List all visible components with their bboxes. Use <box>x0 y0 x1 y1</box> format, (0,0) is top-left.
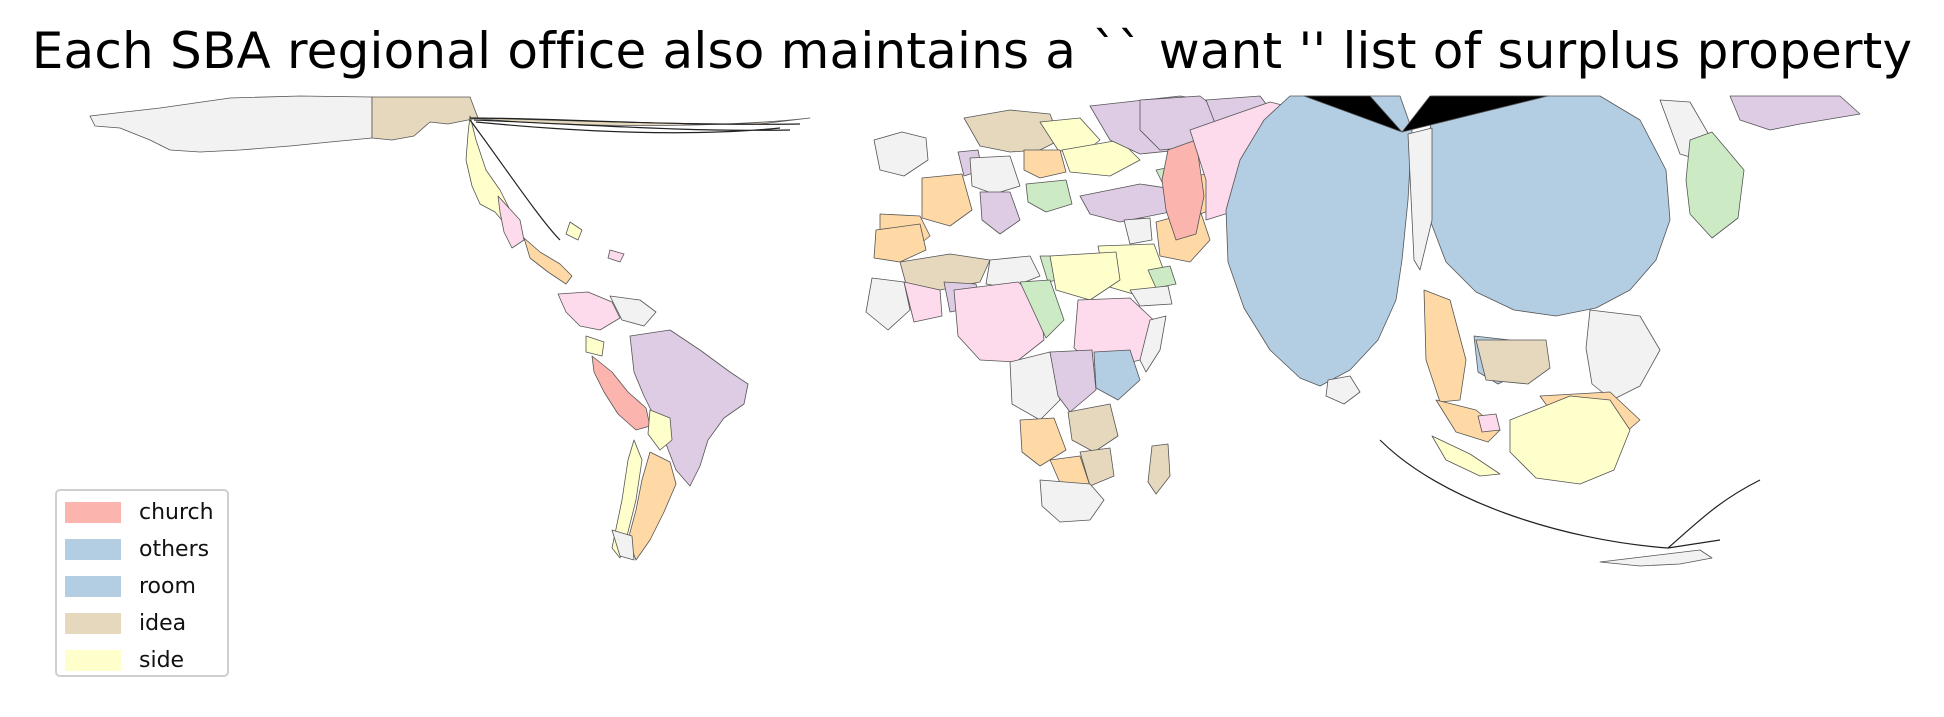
region-russia-far-east <box>1729 95 1861 131</box>
region-tibet <box>1407 127 1433 271</box>
region-yemen <box>1129 285 1173 307</box>
region-poland <box>1023 149 1067 179</box>
region-australia <box>1509 395 1631 485</box>
legend: church others room idea side <box>55 489 229 677</box>
region-italy <box>979 191 1021 235</box>
legend-swatch-side <box>65 649 121 671</box>
region-china-bubble <box>1427 95 1671 317</box>
region-germany <box>969 155 1021 195</box>
region-chile <box>611 439 643 559</box>
region-iraq <box>1123 217 1153 245</box>
region-south-africa <box>1039 479 1105 523</box>
region-tanzania <box>1067 403 1119 453</box>
americas-strands <box>469 119 561 241</box>
region-caribbean <box>565 221 583 241</box>
region-mali <box>903 281 943 323</box>
region-west-africa <box>865 277 911 331</box>
region-ukraine <box>1061 139 1141 177</box>
legend-label-room: room <box>139 573 196 599</box>
region-france <box>921 173 973 227</box>
legend-label-church: church <box>139 499 214 525</box>
region-bolivia <box>647 409 673 451</box>
region-somalia <box>1139 315 1167 373</box>
region-india-bubble <box>1225 95 1413 387</box>
legend-label-others: others <box>139 536 210 562</box>
oceania-strands <box>1379 439 1761 549</box>
region-central-america <box>523 237 573 285</box>
region-patagonia <box>611 529 635 561</box>
region-iceland <box>873 131 929 177</box>
region-sri-lanka <box>1325 375 1361 405</box>
region-vietnam <box>1475 339 1551 385</box>
region-alaska <box>89 95 373 153</box>
chart-title: Each SBA regional office also maintains … <box>31 22 1913 80</box>
region-sudan <box>1049 251 1121 301</box>
region-madagascar <box>1147 443 1171 495</box>
legend-swatch-others <box>65 538 121 560</box>
region-scandinavia <box>963 109 1061 153</box>
region-chad <box>1019 279 1065 339</box>
legend-label-idea: idea <box>139 610 187 636</box>
region-angola <box>1019 417 1067 467</box>
legend-label-side: side <box>139 647 185 673</box>
region-drc <box>1049 349 1097 413</box>
region-brazil <box>629 329 749 487</box>
region-spike-2 <box>1401 95 1549 133</box>
region-myanmar <box>1423 289 1467 403</box>
region-morocco <box>873 223 927 263</box>
region-kenya <box>1093 349 1141 401</box>
region-himalaya-spike <box>1303 95 1403 133</box>
region-japan <box>1685 131 1745 239</box>
legend-swatch-idea <box>65 612 121 634</box>
region-caribbean-2 <box>607 249 625 263</box>
region-peru <box>591 355 651 431</box>
legend-item-room: room <box>65 573 196 599</box>
region-venezuela <box>609 295 657 327</box>
region-colombia <box>557 291 621 331</box>
legend-item-church: church <box>65 499 214 525</box>
region-pacific-islands <box>1599 549 1713 567</box>
legend-swatch-church <box>65 501 121 523</box>
legend-item-idea: idea <box>65 610 186 636</box>
region-philippines <box>1585 309 1661 401</box>
legend-item-side: side <box>65 647 184 673</box>
arctic-strands <box>469 117 801 134</box>
legend-swatch-room <box>65 575 121 597</box>
region-ecuador <box>585 335 605 357</box>
region-argentina <box>627 451 677 561</box>
region-png-small <box>1477 413 1501 433</box>
region-central-africa <box>1009 351 1061 421</box>
region-mexico <box>497 195 525 249</box>
region-uae <box>1147 265 1177 289</box>
region-mozambique <box>1079 447 1115 487</box>
region-balkans <box>1025 179 1073 213</box>
legend-item-others: others <box>65 536 209 562</box>
region-canada <box>371 96 479 141</box>
region-indonesia <box>1431 435 1501 477</box>
